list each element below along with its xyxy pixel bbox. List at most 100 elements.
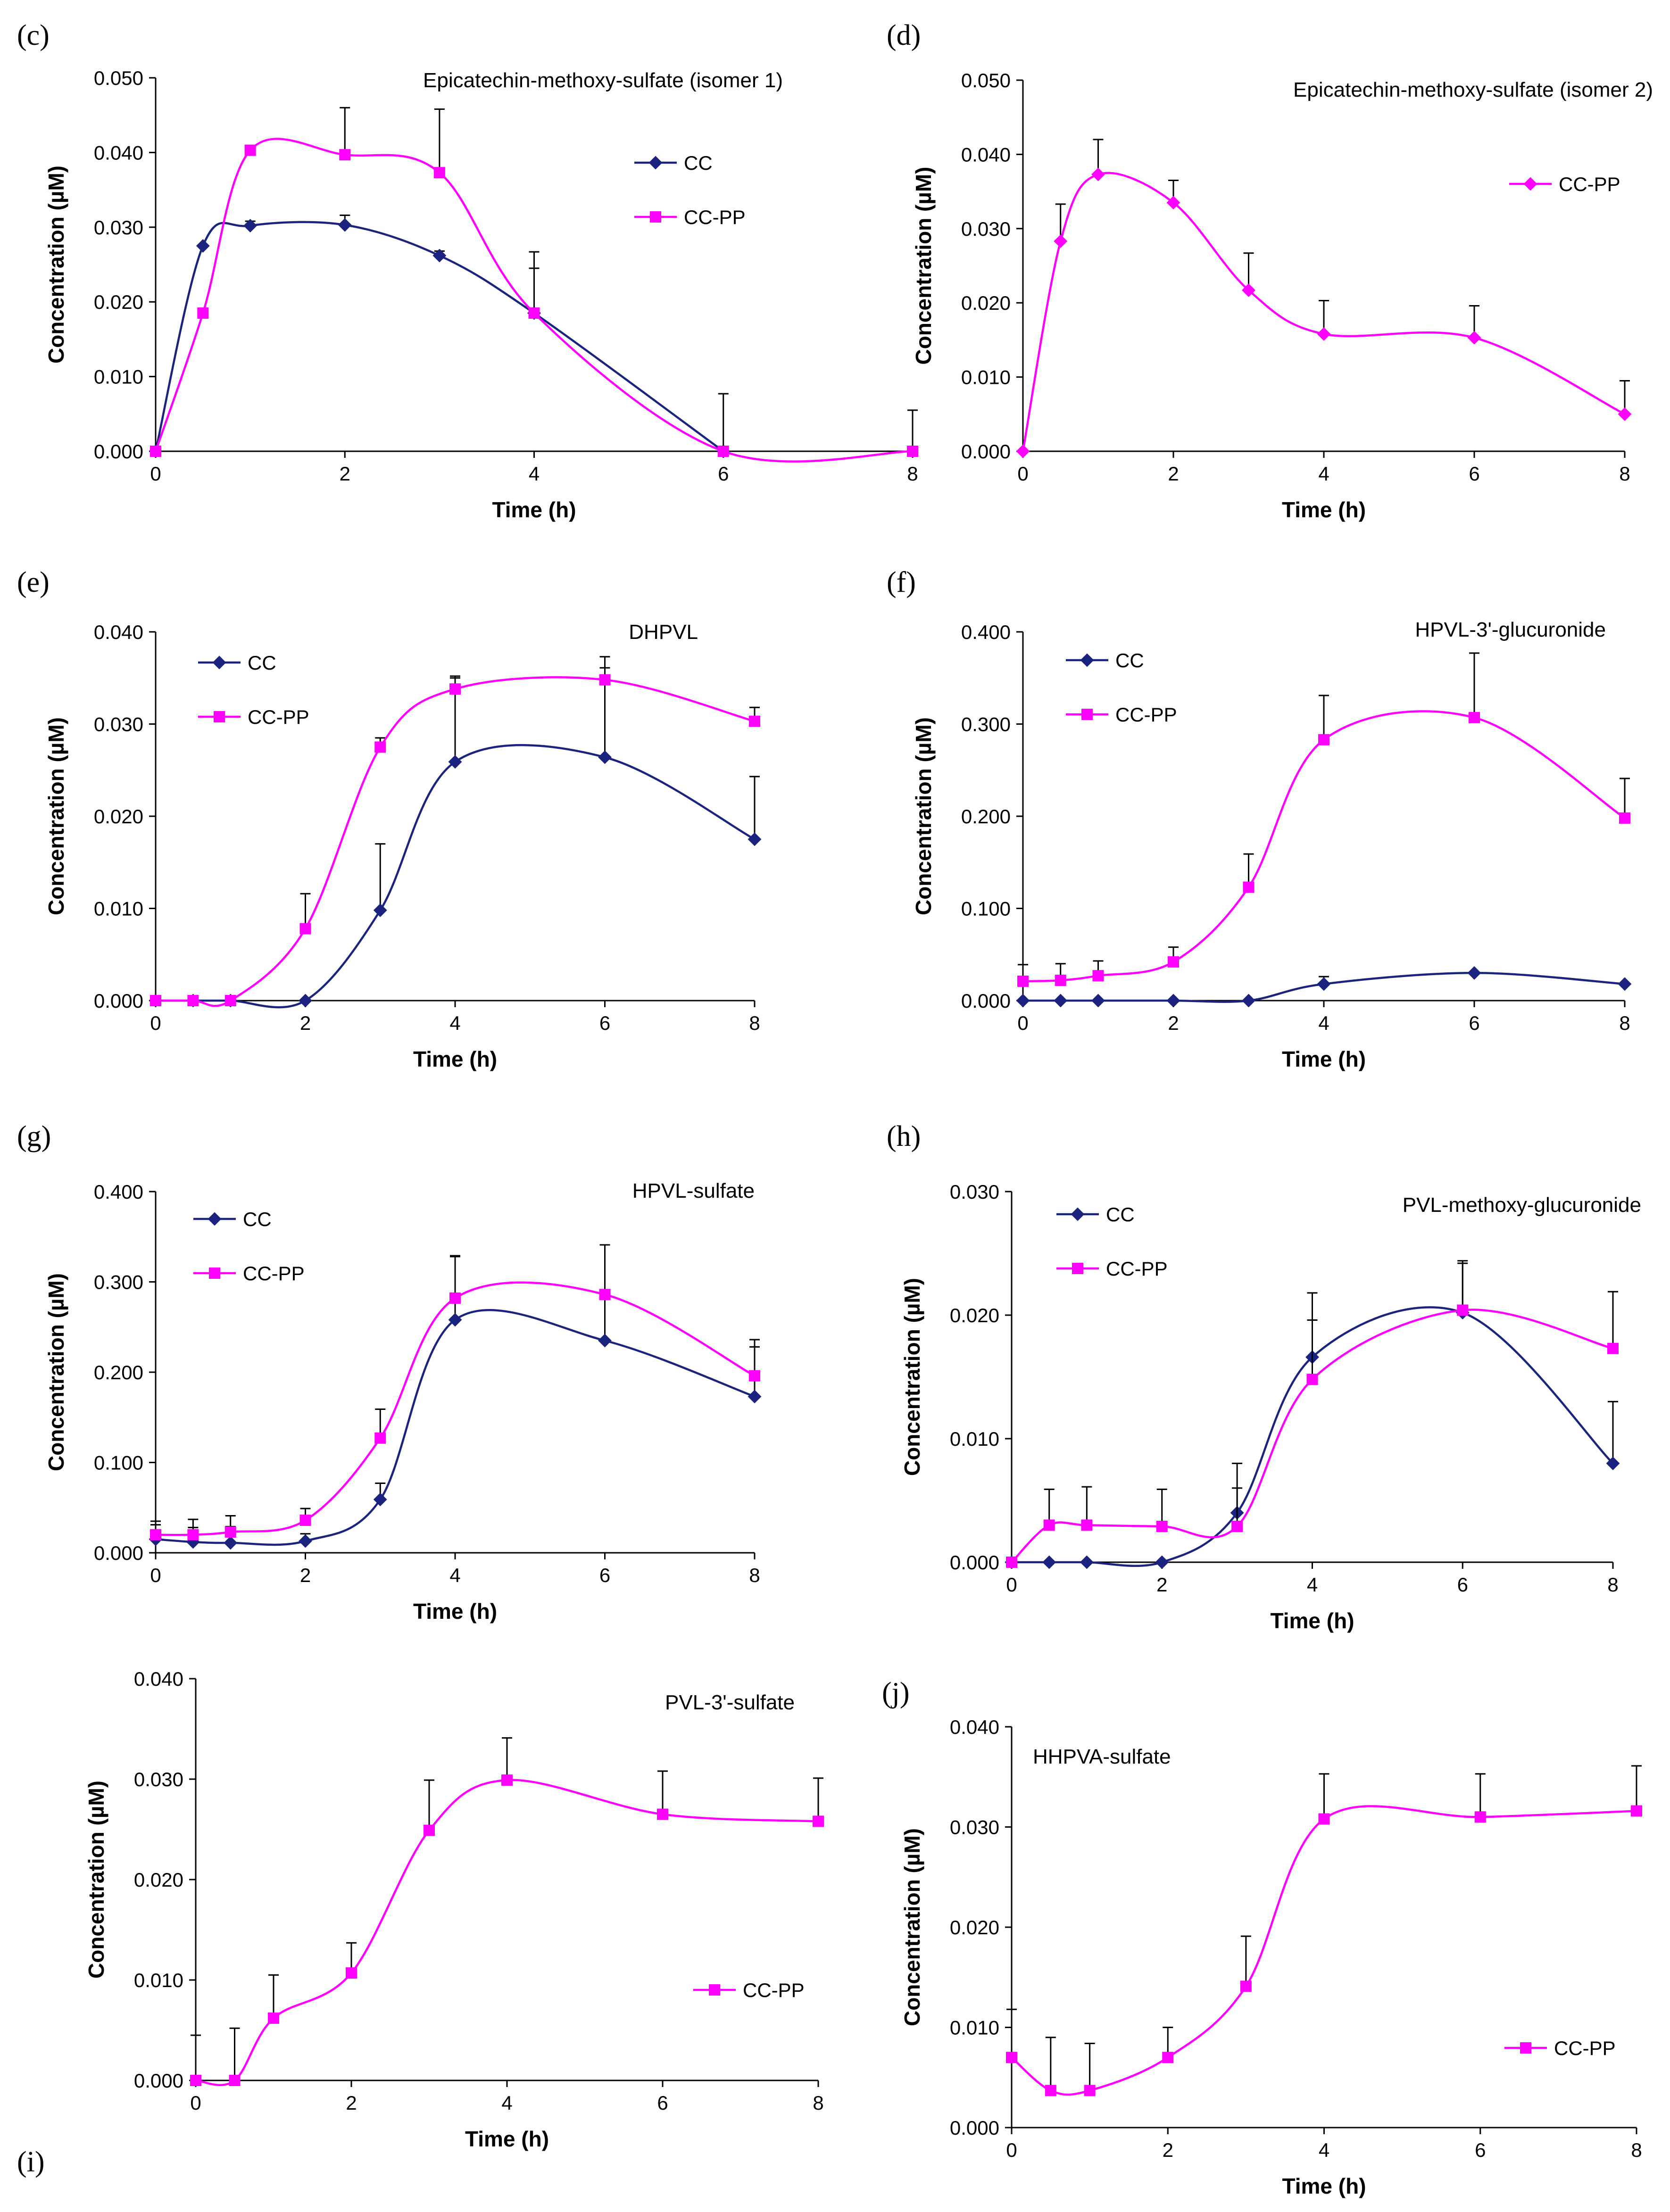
chart-panel-d: (d) 0.000 0.010 0.020 0.030 0.040 0.050 0 2 4 6 8 Ti…: [887, 19, 1653, 522]
data-point: [1155, 1555, 1169, 1569]
y-tick-label: 0.030: [961, 218, 1011, 240]
y-tick-label: 0.020: [961, 292, 1011, 314]
x-tick-label: 2: [346, 2092, 357, 2114]
y-tick-label: 0.000: [94, 990, 143, 1012]
y-axis-title: Concentration (µM): [911, 166, 936, 365]
y-tick-label: 0.400: [961, 621, 1011, 643]
data-point: [907, 446, 918, 457]
data-point: [1016, 994, 1030, 1008]
data-point: [449, 683, 461, 695]
legend-item-cc: CC: [1066, 649, 1144, 671]
data-point: [1091, 167, 1105, 182]
series-cc: [149, 214, 731, 458]
data-point: [1242, 994, 1255, 1008]
data-point: [599, 674, 611, 686]
data-point: [374, 1432, 386, 1444]
y-tick-label: 0.100: [94, 1452, 143, 1474]
data-point: [433, 167, 445, 179]
data-point: [1457, 1304, 1469, 1316]
series-cc-pp: [1017, 652, 1630, 987]
series-cc: [149, 1256, 762, 1550]
data-point: [424, 1824, 435, 1836]
y-tick-label: 0.000: [961, 990, 1011, 1012]
legend-marker: [208, 1212, 222, 1226]
x-tick-label: 8: [1607, 1574, 1618, 1596]
y-tick-label: 0.010: [961, 366, 1011, 389]
data-point: [1317, 977, 1331, 991]
y-axis-title: Concentration (µM): [84, 1781, 108, 1979]
series-cc-pp: [190, 1737, 824, 2086]
data-point: [229, 2075, 241, 2086]
data-point: [1162, 2052, 1174, 2063]
legend-label: CC: [1106, 1203, 1135, 1226]
data-point: [373, 903, 387, 917]
data-point: [1166, 196, 1180, 210]
legend-marker: [1520, 2042, 1531, 2054]
legend-marker: [709, 1984, 720, 1996]
y-tick-label: 0.100: [961, 898, 1011, 920]
legend-marker: [1080, 653, 1094, 667]
series-cc: [1016, 966, 1632, 1008]
x-tick-label: 4: [501, 2092, 512, 2114]
y-tick-label: 0.020: [950, 1304, 999, 1326]
data-point: [1084, 2085, 1096, 2096]
x-tick-label: 4: [1307, 1574, 1318, 1596]
y-tick-label: 0.020: [134, 1869, 183, 1891]
data-point: [1055, 974, 1066, 986]
y-tick-label: 0.030: [94, 216, 143, 239]
data-point: [299, 994, 312, 1008]
data-point: [749, 1370, 760, 1382]
data-point: [374, 741, 386, 753]
series-line: [1011, 1805, 1637, 2096]
x-tick-label: 4: [1319, 2139, 1329, 2161]
chart-title: PVL-3'-sulfate: [665, 1691, 795, 1714]
series-line: [155, 744, 756, 1009]
x-tick-label: 2: [1163, 2139, 1173, 2161]
legend-label: CC: [1115, 649, 1144, 671]
chart-panel-i: (i) 0.000 0.010 0.020 0.030 0.040 0 2 4 6 8 Time (h…: [17, 1668, 824, 2178]
data-point: [224, 995, 236, 1006]
data-point: [1054, 994, 1068, 1008]
data-point: [299, 1534, 312, 1548]
series-line: [155, 1281, 756, 1536]
data-point: [1318, 734, 1329, 746]
y-tick-label: 0.200: [94, 1361, 143, 1384]
chart-title: HPVL-3'-glucuronide: [1415, 618, 1606, 641]
data-point: [299, 1515, 311, 1526]
series-cc-pp: [150, 656, 760, 1007]
x-axis-title: Time (h): [1270, 1608, 1354, 1633]
data-point: [1631, 1805, 1642, 1817]
x-axis-title: Time (h): [1282, 1047, 1366, 1071]
chart-panel-c: (c) 0.000 0.010 0.020 0.030 0.040 0.050 0 2 4 6 8 Ti…: [17, 19, 918, 522]
data-point: [190, 2075, 201, 2086]
y-tick-label: 0.030: [134, 1768, 183, 1790]
data-point: [598, 750, 612, 764]
x-axis-title: Time (h): [492, 497, 576, 522]
chart-panel-h: (h) 0.000 0.010 0.020 0.030 0 2 4 6 8 Time (h) Conc…: [887, 1120, 1641, 1633]
data-point: [1467, 331, 1481, 345]
data-point: [748, 832, 762, 846]
y-tick-label: 0.300: [94, 1271, 143, 1293]
data-point: [1318, 1813, 1330, 1825]
data-point: [346, 1967, 357, 1979]
legend-marker: [1081, 709, 1093, 720]
panel-label: (j): [882, 1677, 910, 1709]
legend-marker: [1072, 1263, 1083, 1274]
data-point: [501, 1774, 513, 1786]
data-point: [749, 715, 760, 727]
y-tick-label: 0.010: [134, 1969, 183, 1991]
y-tick-label: 0.000: [94, 440, 143, 463]
panel-label: (g): [17, 1120, 51, 1152]
data-point: [813, 1815, 824, 1827]
y-tick-label: 0.000: [950, 1551, 999, 1574]
data-point: [338, 218, 352, 232]
data-point: [1243, 881, 1255, 893]
panel-label: (c): [17, 19, 50, 51]
data-point: [196, 239, 210, 253]
legend-item-cc-pp: CC-PP: [198, 706, 309, 728]
data-point: [1017, 975, 1029, 987]
legend-label: CC: [684, 152, 713, 174]
y-tick-label: 0.040: [950, 1716, 999, 1738]
chart-panel-e: (e) 0.000 0.010 0.020 0.030 0.040 0 2 4 6 8 Time (h…: [17, 566, 762, 1071]
